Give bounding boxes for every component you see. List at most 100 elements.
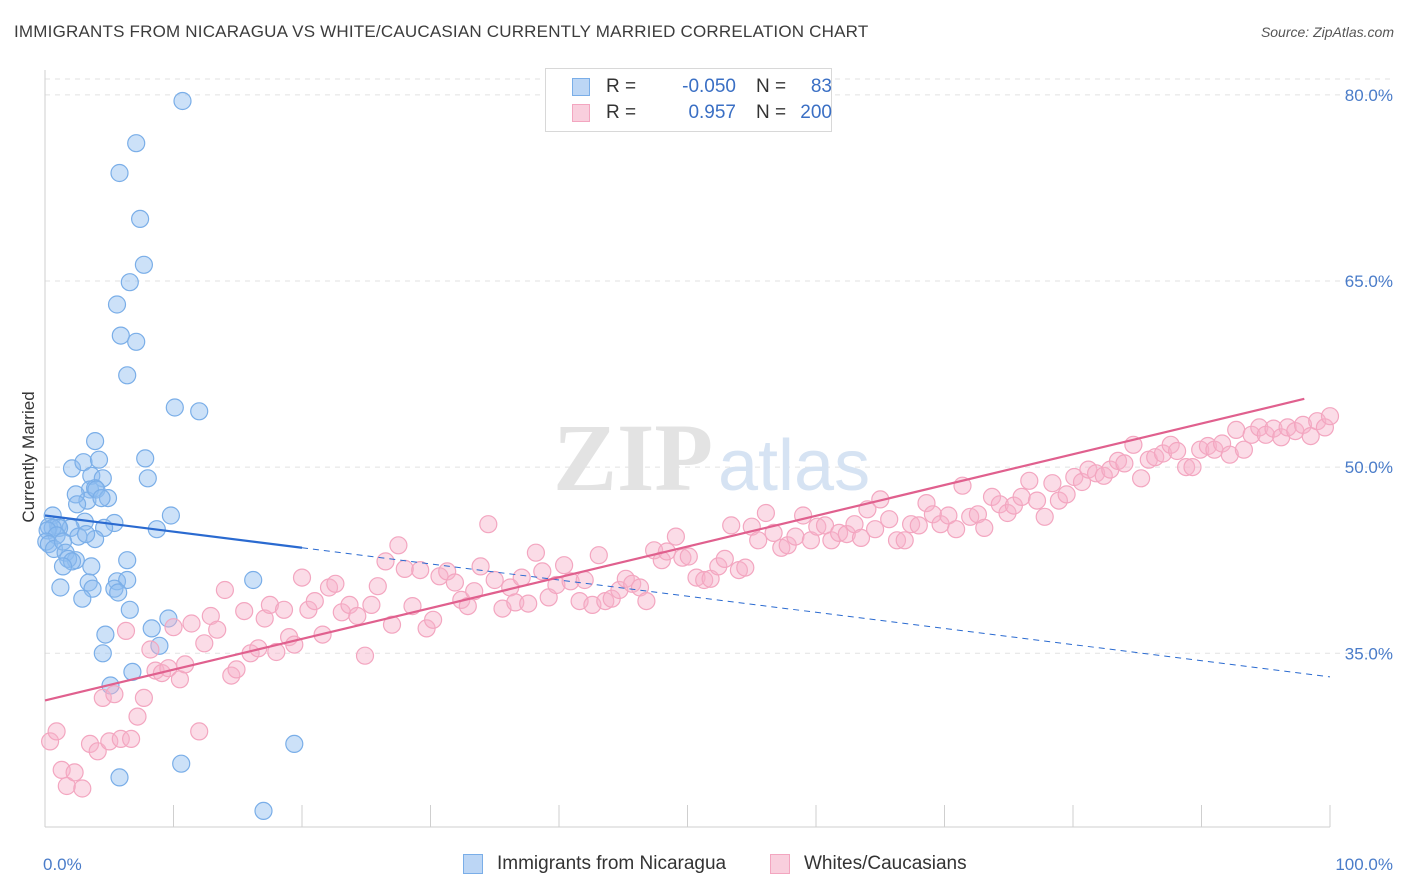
point-whites: [348, 606, 367, 626]
point-whites: [998, 503, 1017, 523]
point-whites: [255, 609, 274, 628]
legend-r-value: 0.957: [688, 102, 736, 123]
point-whites: [47, 722, 66, 741]
point-whites: [376, 552, 395, 571]
y-tick-label: 35.0%: [1345, 644, 1393, 663]
legend-swatch-whites: [572, 104, 590, 122]
point-whites: [485, 570, 504, 590]
point-whites: [1043, 474, 1062, 493]
series-legend: Immigrants from Nicaragua Whites/Caucasi…: [0, 852, 1406, 878]
point-whites: [190, 722, 209, 741]
point-whites: [909, 516, 928, 535]
point-nicaragua: [161, 506, 180, 525]
point-whites: [332, 603, 351, 622]
point-whites: [471, 557, 490, 576]
point-whites: [533, 562, 552, 581]
point-whites: [260, 595, 279, 615]
point-nicaragua: [39, 534, 59, 554]
point-nicaragua: [190, 402, 209, 421]
legend-n-label: N =: [756, 76, 787, 97]
point-whites: [122, 729, 141, 749]
point-whites: [111, 729, 130, 749]
y-axis-label: Currently Married: [19, 391, 38, 522]
point-whites: [764, 523, 783, 543]
point-whites: [368, 577, 387, 596]
point-whites: [362, 595, 381, 615]
point-whites: [786, 527, 805, 546]
y-tick-label: 65.0%: [1345, 272, 1393, 291]
point-whites: [88, 742, 107, 761]
point-whites: [1320, 407, 1340, 426]
point-nicaragua: [118, 366, 137, 385]
point-whites: [1183, 458, 1202, 477]
point-whites: [547, 575, 566, 595]
point-nicaragua: [136, 449, 155, 468]
source-label: Source: ZipAtlas.com: [1260, 24, 1394, 40]
point-whites: [128, 707, 147, 726]
point-nicaragua: [93, 644, 112, 663]
point-whites: [292, 568, 312, 587]
y-tick-label: 80.0%: [1345, 86, 1393, 105]
point-nicaragua: [110, 163, 129, 183]
point-whites: [182, 614, 201, 633]
axes: [44, 70, 1331, 828]
point-whites: [355, 646, 375, 665]
point-whites: [715, 549, 734, 569]
point-whites: [506, 593, 525, 612]
y-tick-label: 50.0%: [1345, 458, 1393, 477]
point-whites: [73, 779, 92, 798]
point-whites: [208, 620, 227, 639]
point-nicaragua: [85, 432, 105, 451]
x-tick-label: 100.0%: [1335, 855, 1393, 874]
point-whites: [736, 558, 755, 577]
point-whites: [1242, 425, 1261, 444]
point-nicaragua: [165, 398, 184, 417]
point-whites: [851, 528, 871, 548]
trend-line-nicaragua: [44, 514, 303, 549]
point-whites: [57, 776, 76, 796]
point-whites: [445, 573, 464, 592]
legend-r-label: R =: [606, 102, 637, 123]
point-whites: [749, 531, 768, 550]
point-whites: [164, 618, 183, 637]
point-whites: [80, 734, 100, 754]
point-whites: [116, 621, 136, 641]
point-nicaragua: [89, 450, 109, 469]
point-whites: [975, 518, 994, 538]
point-whites: [1227, 420, 1246, 439]
point-whites: [141, 640, 160, 659]
data-points: [37, 91, 1340, 821]
point-whites: [673, 548, 692, 567]
point-nicaragua: [110, 768, 129, 787]
point-nicaragua: [73, 589, 92, 608]
point-whites: [709, 557, 728, 576]
point-whites: [100, 732, 119, 751]
tick-labels: 80.0% 65.0% 50.0% 35.0% 0.0% 100.0%: [43, 86, 1393, 874]
point-whites: [901, 515, 921, 534]
point-whites: [589, 546, 608, 565]
point-whites: [917, 494, 936, 513]
point-nicaragua: [62, 552, 82, 571]
point-whites: [1301, 427, 1320, 446]
point-whites: [1250, 418, 1269, 437]
point-whites: [195, 634, 214, 653]
point-whites: [1220, 445, 1239, 464]
point-whites: [235, 601, 254, 621]
point-whites: [895, 531, 914, 550]
point-nicaragua: [138, 469, 157, 488]
point-whites: [519, 594, 538, 613]
point-whites: [1012, 487, 1031, 506]
point-whites: [526, 543, 546, 562]
point-nicaragua: [96, 625, 115, 644]
point-whites: [267, 642, 286, 662]
watermark-zip: ZIP: [553, 404, 713, 511]
legend-swatch-nicaragua: [572, 78, 590, 96]
point-nicaragua: [53, 532, 73, 551]
trend-line-whites: [44, 397, 1305, 702]
point-whites: [395, 559, 414, 579]
point-nicaragua: [74, 453, 93, 472]
point-whites: [1167, 441, 1187, 461]
point-whites: [1057, 485, 1076, 504]
point-nicaragua: [82, 557, 101, 576]
